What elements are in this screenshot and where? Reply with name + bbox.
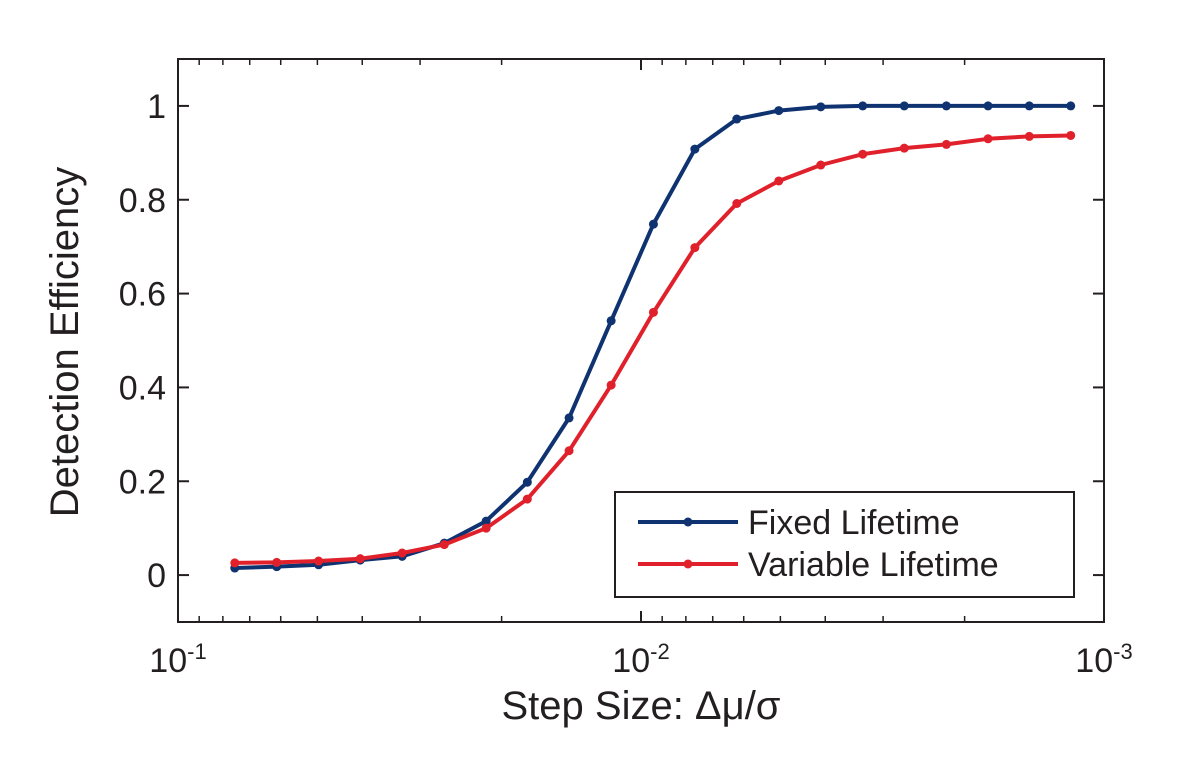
legend-marker-fixed-lifetime xyxy=(683,517,693,527)
data-point-variable-lifetime xyxy=(774,176,784,186)
data-point-variable-lifetime xyxy=(732,199,742,209)
data-point-variable-lifetime xyxy=(397,548,407,558)
y-axis-title: Detection Efficiency xyxy=(43,167,87,518)
legend-label-variable-lifetime: Variable Lifetime xyxy=(748,546,999,584)
x-tick-label: 10-3 xyxy=(1075,639,1132,680)
data-point-variable-lifetime xyxy=(899,143,909,153)
data-point-fixed-lifetime xyxy=(648,219,658,229)
y-tick-label: 0.4 xyxy=(119,369,166,407)
data-point-fixed-lifetime xyxy=(606,316,616,326)
data-point-variable-lifetime xyxy=(690,243,700,253)
data-point-fixed-lifetime xyxy=(481,516,491,526)
data-point-variable-lifetime xyxy=(314,556,324,566)
legend-box xyxy=(614,491,1075,598)
data-point-variable-lifetime xyxy=(983,134,993,144)
data-point-variable-lifetime xyxy=(858,149,868,159)
x-tick-label: 10-1 xyxy=(149,639,206,680)
y-tick-label: 0 xyxy=(147,557,166,595)
data-point-fixed-lifetime xyxy=(1024,101,1034,111)
data-point-fixed-lifetime xyxy=(1066,101,1076,111)
data-point-fixed-lifetime xyxy=(941,101,951,111)
legend: Fixed Lifetime Variable Lifetime xyxy=(614,491,1075,598)
data-point-variable-lifetime xyxy=(606,380,616,390)
data-point-fixed-lifetime xyxy=(983,101,993,111)
data-point-variable-lifetime xyxy=(439,540,449,550)
y-tick-label: 0.2 xyxy=(119,463,166,501)
data-point-variable-lifetime xyxy=(648,307,658,317)
data-point-variable-lifetime xyxy=(272,557,282,567)
data-point-variable-lifetime xyxy=(1024,131,1034,141)
data-point-variable-lifetime xyxy=(1066,130,1076,140)
y-tick-label: 0.6 xyxy=(119,276,166,314)
data-point-variable-lifetime xyxy=(481,523,491,533)
y-tick-label: 0.8 xyxy=(119,182,166,220)
data-point-fixed-lifetime xyxy=(899,101,909,111)
data-point-variable-lifetime xyxy=(564,446,574,456)
data-point-variable-lifetime xyxy=(522,494,532,504)
data-point-variable-lifetime xyxy=(941,139,951,149)
legend-label-fixed-lifetime: Fixed Lifetime xyxy=(748,504,960,542)
data-point-fixed-lifetime xyxy=(522,477,532,487)
y-tick-label: 1 xyxy=(147,88,166,126)
data-point-variable-lifetime xyxy=(355,554,365,564)
data-point-fixed-lifetime xyxy=(690,144,700,154)
x-axis-title: Step Size: Δμ/σ xyxy=(501,684,780,728)
data-point-variable-lifetime xyxy=(816,160,826,170)
data-point-fixed-lifetime xyxy=(564,413,574,423)
x-tick-label: 10-2 xyxy=(612,639,669,680)
data-point-variable-lifetime xyxy=(230,558,240,568)
data-point-fixed-lifetime xyxy=(732,114,742,124)
data-point-fixed-lifetime xyxy=(858,101,868,111)
data-point-fixed-lifetime xyxy=(816,102,826,112)
data-point-fixed-lifetime xyxy=(774,106,784,116)
legend-marker-variable-lifetime xyxy=(683,559,693,569)
